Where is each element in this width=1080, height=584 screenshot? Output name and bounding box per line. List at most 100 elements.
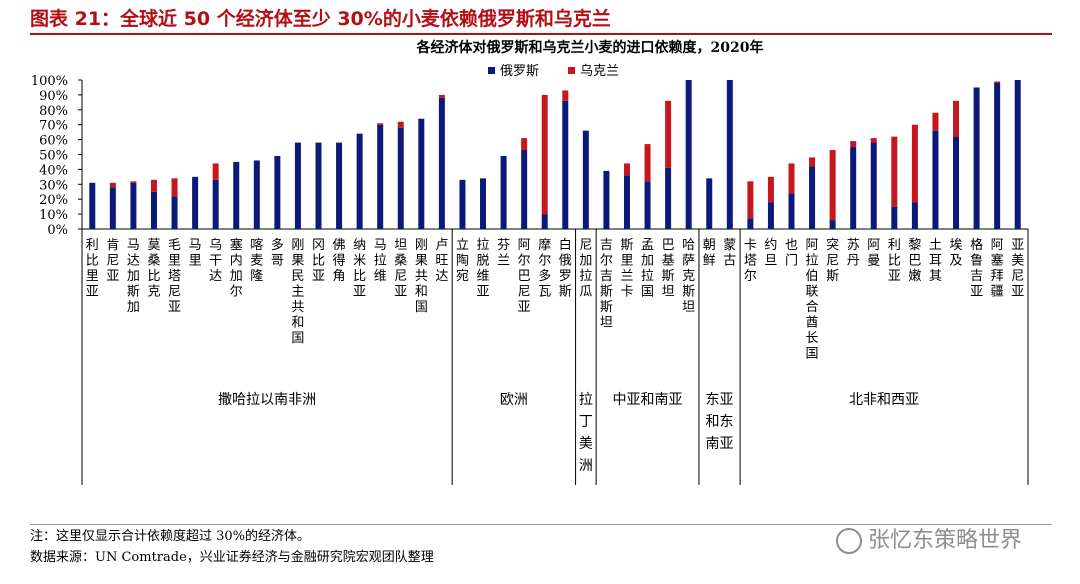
x-tick-label: 阿尔巴尼亚 [518, 238, 531, 315]
bar-russia [706, 178, 713, 229]
x-tick-label: 卢旺达 [435, 237, 448, 284]
bar-russia [911, 202, 918, 229]
x-tick-label: 利比里亚 [86, 238, 99, 300]
x-tick-label: 孟加拉国 [641, 238, 654, 300]
y-tick-label: 10% [39, 208, 68, 223]
figure-title: 图表 21：全球近 50 个经济体至少 30%的小麦依赖俄罗斯和乌克兰 [30, 8, 611, 30]
x-tick-label: 白俄罗斯 [559, 237, 572, 300]
y-tick-label: 50% [39, 149, 68, 164]
bar-ukraine [623, 163, 630, 176]
x-tick-label: 马拉维 [374, 238, 387, 284]
legend-swatch-ukraine [568, 67, 575, 74]
bar-russia [829, 220, 836, 229]
x-tick-label: 吉尔吉斯斯坦 [600, 238, 613, 331]
bar-russia [212, 179, 219, 229]
group-label: 拉丁美洲 [579, 392, 593, 474]
x-tick-label: 肯尼亚 [106, 238, 119, 284]
x-tick-label: 土耳其 [929, 238, 942, 284]
x-tick-label: 斯里兰卡 [620, 238, 633, 300]
bar-russia [953, 136, 960, 229]
x-tick-label: 蒙古 [723, 238, 736, 269]
x-tick-label: 卡塔尔 [744, 238, 757, 284]
x-tick-label: 多哥 [271, 237, 284, 269]
bar-ukraine [767, 176, 774, 203]
bar-russia [109, 187, 116, 229]
bar-ukraine [377, 123, 384, 125]
bar-ukraine [171, 178, 178, 197]
bar-russia [788, 193, 795, 229]
y-tick-label: 30% [39, 178, 68, 193]
bar-ukraine [541, 94, 548, 215]
bar-ukraine [788, 163, 795, 194]
bar-russia [541, 214, 548, 229]
x-tick-label: 塞内加尔 [230, 237, 243, 300]
bar-ukraine [109, 182, 116, 188]
bar-ukraine [747, 181, 754, 219]
bar-russia [397, 127, 404, 229]
bar-russia [603, 170, 610, 229]
group-label: 撒哈拉以南非洲 [218, 392, 316, 408]
y-tick-label: 40% [39, 163, 68, 178]
y-tick-label: 100% [31, 74, 68, 89]
bar-ukraine [212, 163, 219, 180]
watermark-text: 张忆东策略世界 [868, 528, 1023, 553]
note-text: 注：这里仅显示合计依赖度超过 30%的经济体。 [30, 529, 311, 544]
bar-russia [747, 218, 754, 229]
x-tick-label: 刚果民主共和国 [291, 238, 304, 346]
bar-russia [130, 182, 137, 229]
bar-russia [665, 167, 672, 229]
x-tick-label: 埃及 [950, 238, 963, 269]
title-rule [30, 33, 1052, 35]
bar-ukraine [438, 94, 445, 98]
x-tick-label: 亚美尼亚 [1011, 238, 1024, 300]
bar-russia [932, 130, 939, 229]
x-tick-label: 摩尔多瓦 [538, 237, 551, 300]
legend-label-ukraine: 乌克兰 [580, 63, 619, 79]
bar-ukraine [809, 157, 816, 167]
x-tick-label: 冈比亚 [312, 238, 325, 284]
y-axis: 0%10%20%30%40%50%60%70%80%90%100% [31, 74, 1028, 238]
bar-russia [480, 178, 487, 229]
bar-ukraine [521, 138, 528, 151]
x-tick-label: 阿曼 [867, 238, 880, 269]
bar-russia [150, 191, 157, 229]
x-tick-label: 阿拉伯联合酋长国 [806, 238, 819, 362]
bar-russia [870, 142, 877, 229]
bar-ukraine [397, 121, 404, 128]
bar-russia [500, 155, 507, 229]
y-tick-label: 80% [39, 104, 68, 119]
x-tick-label: 利比亚 [888, 238, 901, 284]
y-tick-label: 20% [39, 193, 68, 208]
bar-russia [438, 97, 445, 229]
watermark: 张忆东策略世界 [836, 522, 1022, 554]
bar-ukraine [994, 81, 1001, 83]
bar-russia [685, 80, 692, 229]
bar-russia [377, 124, 384, 229]
group-label: 欧洲 [500, 392, 528, 408]
bar-russia [459, 179, 466, 229]
bar-russia [294, 142, 301, 229]
bar-ukraine [932, 112, 939, 131]
y-tick-label: 60% [39, 134, 68, 149]
bar-russia [562, 100, 569, 229]
x-tick-label: 约旦 [764, 238, 777, 269]
bar-russia [315, 142, 322, 229]
bar-ukraine [850, 141, 857, 148]
source-text: 数据来源：UN Comtrade，兴业证券经济与金融研究院宏观团队整理 [30, 550, 434, 565]
bar-russia [253, 160, 260, 229]
y-tick-label: 70% [39, 119, 68, 134]
region-groups: 撒哈拉以南非洲 欧洲 拉丁美洲 中亚和南亚 东亚和东南亚 北非和西亚 [81, 229, 1029, 485]
x-tick-label: 黎巴嫩 [908, 238, 921, 284]
bar-russia [891, 206, 898, 229]
notes: 注：这里仅显示合计依赖度超过 30%的经济体。 数据来源：UN Comtrade… [30, 526, 434, 568]
bar-russia [582, 130, 589, 229]
bar-ukraine [130, 181, 137, 183]
x-tick-label: 突尼斯 [826, 237, 839, 284]
x-tick-label: 苏丹 [847, 237, 860, 269]
x-tick-label: 也门 [785, 238, 798, 269]
bar-russia [418, 118, 425, 229]
x-tick-label: 拉脱维亚 [477, 238, 490, 300]
bar-russia [274, 155, 281, 229]
bar-russia [521, 150, 528, 229]
legend: 俄罗斯 乌克兰 [488, 63, 619, 79]
